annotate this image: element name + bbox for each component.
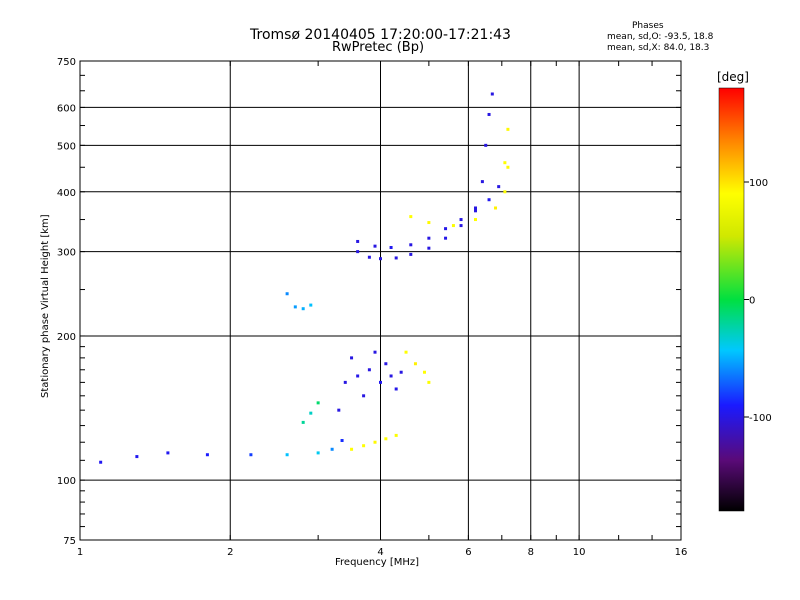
data-point	[373, 350, 377, 354]
data-point	[444, 227, 448, 231]
data-point	[316, 451, 320, 455]
phases-title: Phases	[632, 21, 664, 31]
data-point	[367, 255, 371, 259]
data-point	[506, 165, 510, 169]
colorbar-unit-label: [deg]	[717, 70, 749, 84]
x-tick-label: 8	[528, 547, 534, 558]
data-point	[494, 206, 498, 210]
data-point	[309, 411, 313, 415]
x-axis-label: Frequency [MHz]	[335, 557, 420, 568]
data-point	[384, 362, 388, 366]
data-point	[356, 374, 360, 378]
data-point	[362, 394, 366, 398]
data-point	[350, 447, 354, 451]
data-point	[409, 243, 413, 247]
data-point	[404, 350, 408, 354]
data-point	[384, 437, 388, 441]
data-point	[484, 143, 488, 147]
data-point	[427, 221, 431, 225]
data-point	[356, 250, 360, 254]
data-point	[373, 244, 377, 248]
data-point	[350, 356, 354, 360]
data-point	[427, 236, 431, 240]
data-point	[205, 453, 209, 457]
data-point	[394, 387, 398, 391]
data-point	[99, 460, 103, 464]
data-point	[487, 198, 491, 202]
data-point	[373, 440, 377, 444]
data-point	[316, 401, 320, 405]
data-point	[135, 455, 139, 459]
data-point	[301, 307, 305, 311]
x-tick-label: 10	[573, 547, 586, 558]
y-tick-label: 600	[57, 103, 76, 114]
data-point	[473, 206, 477, 210]
data-point	[330, 447, 334, 451]
data-point	[459, 218, 463, 222]
data-point	[413, 362, 417, 366]
y-tick-label: 500	[57, 141, 76, 152]
data-point	[497, 185, 501, 189]
data-point	[301, 420, 305, 424]
data-point	[503, 190, 507, 194]
data-point	[337, 408, 341, 412]
data-point	[444, 236, 448, 240]
data-point	[362, 444, 366, 448]
data-point	[379, 257, 382, 261]
x-tick-label: 16	[675, 547, 688, 558]
data-point	[399, 370, 403, 374]
data-point	[389, 374, 393, 378]
data-point	[285, 292, 289, 296]
data-point	[389, 245, 393, 249]
y-tick-label: 750	[57, 57, 76, 68]
x-tick-label: 6	[465, 547, 471, 558]
data-point	[340, 439, 344, 443]
data-point	[473, 209, 477, 213]
x-tick-label: 1	[77, 547, 83, 558]
x-tick-label: 2	[227, 547, 233, 558]
data-point	[166, 451, 170, 455]
data-point	[503, 161, 507, 165]
data-point	[459, 224, 463, 228]
data-point	[249, 453, 253, 457]
phases-stats-o: mean, sd,O: -93.5, 18.8	[607, 32, 714, 42]
data-point	[473, 218, 477, 222]
chart-subtitle: RwPretec (Bp)	[332, 40, 425, 55]
y-tick-label: 100	[57, 476, 76, 487]
data-point	[309, 303, 313, 307]
data-point	[394, 256, 398, 260]
phase-colorbar	[718, 87, 745, 512]
y-tick-label: 300	[57, 248, 76, 259]
data-point	[427, 380, 431, 384]
data-point	[409, 252, 413, 256]
x-tick-label: 4	[377, 547, 383, 558]
phases-stats-x: mean, sd,X: 84.0, 18.3	[607, 43, 710, 53]
data-point	[451, 224, 455, 228]
colorbar-tick-label: 100	[749, 178, 768, 189]
data-point	[394, 433, 398, 437]
colorbar-tick-label: -100	[749, 413, 772, 424]
data-point	[480, 180, 484, 184]
data-point	[506, 127, 510, 131]
data-point	[343, 380, 347, 384]
y-tick-label: 75	[63, 536, 76, 547]
y-tick-label: 200	[57, 332, 76, 343]
data-point	[379, 380, 382, 384]
data-point	[490, 92, 494, 96]
data-point	[356, 239, 360, 243]
data-point	[487, 112, 491, 116]
data-point	[285, 453, 289, 457]
y-tick-label: 400	[57, 188, 76, 199]
chart-title: Tromsø 20140405 17:20:00-17:21:43	[250, 27, 511, 43]
data-point	[409, 215, 413, 219]
data-point	[427, 246, 431, 250]
data-point	[367, 368, 371, 372]
colorbar-tick-label: 0	[749, 296, 755, 307]
data-point	[293, 305, 297, 309]
data-point	[422, 370, 426, 374]
